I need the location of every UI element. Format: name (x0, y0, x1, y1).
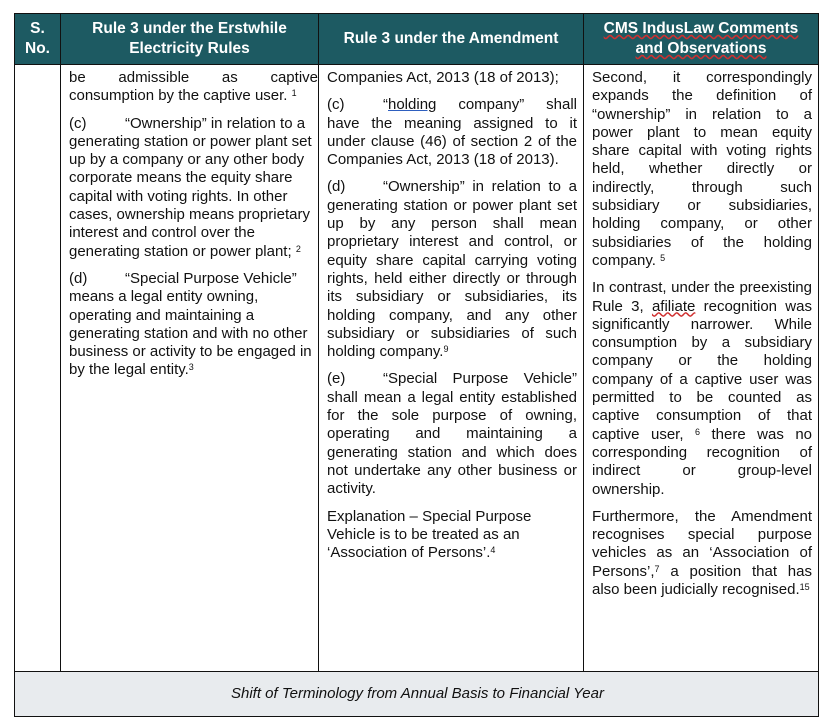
footnote-ref: 9 (443, 344, 449, 355)
comments-cell: Second, it correspondingly expands the d… (583, 64, 819, 672)
header-row: S. No. Rule 3 under the Erstwhile Electr… (14, 13, 819, 65)
comparison-table: S. No. Rule 3 under the Erstwhile Electr… (14, 13, 819, 717)
paragraph: Furthermore, the Amendment recognises sp… (592, 507, 812, 599)
paragraph: (d) “Special Purpose Vehicle” means a leg… (69, 269, 312, 379)
paragraph: In contrast, under the preexisting Rule … (592, 279, 813, 498)
footnote-ref: 2 (295, 243, 301, 254)
section-row: Shift of Terminology from Annual Basis t… (14, 671, 819, 717)
erstwhile-rules-cell: be admissible as captive consumption by … (60, 64, 319, 672)
footnote-ref: 7 (654, 563, 660, 574)
section-title: Shift of Terminology from Annual Basis t… (14, 671, 819, 717)
header-erstwhile-rules: Rule 3 under the Erstwhile Electricity R… (60, 13, 319, 65)
table-row: be admissible as captive consumption by … (14, 64, 819, 672)
paragraph: (c) “holding company” shall have the mean… (327, 96, 577, 169)
footnote-ref: 6 (695, 426, 701, 437)
footnote-ref: 1 (291, 88, 297, 99)
paragraph: (c) “Ownership” in relation to a generati… (69, 114, 312, 260)
paragraph: (e) “Special Purpose Vehicle” shall mean … (327, 370, 577, 498)
header-sno: S. No. (14, 13, 61, 65)
footnote-ref: 4 (490, 545, 496, 556)
footnote-ref: 3 (188, 362, 194, 373)
paragraph: be admissible as captive consumption by … (69, 69, 318, 105)
paragraph: Companies Act, 2013 (18 of 2013); (327, 69, 559, 86)
footnote-ref: 15 (799, 582, 810, 593)
paragraph: (d) “Ownership” in relation to a generati… (327, 178, 577, 361)
sno-cell (14, 64, 61, 672)
footnote-ref: 5 (660, 252, 666, 263)
header-comments: CMS IndusLaw Comments and Observations (583, 13, 819, 65)
paragraph: Explanation – Special Purpose Vehicle is… (327, 507, 532, 562)
amendment-cell: Companies Act, 2013 (18 of 2013); (c) “ho… (318, 64, 584, 672)
header-amendment: Rule 3 under the Amendment (318, 13, 584, 65)
paragraph: Second, it correspondingly expands the d… (592, 69, 812, 269)
